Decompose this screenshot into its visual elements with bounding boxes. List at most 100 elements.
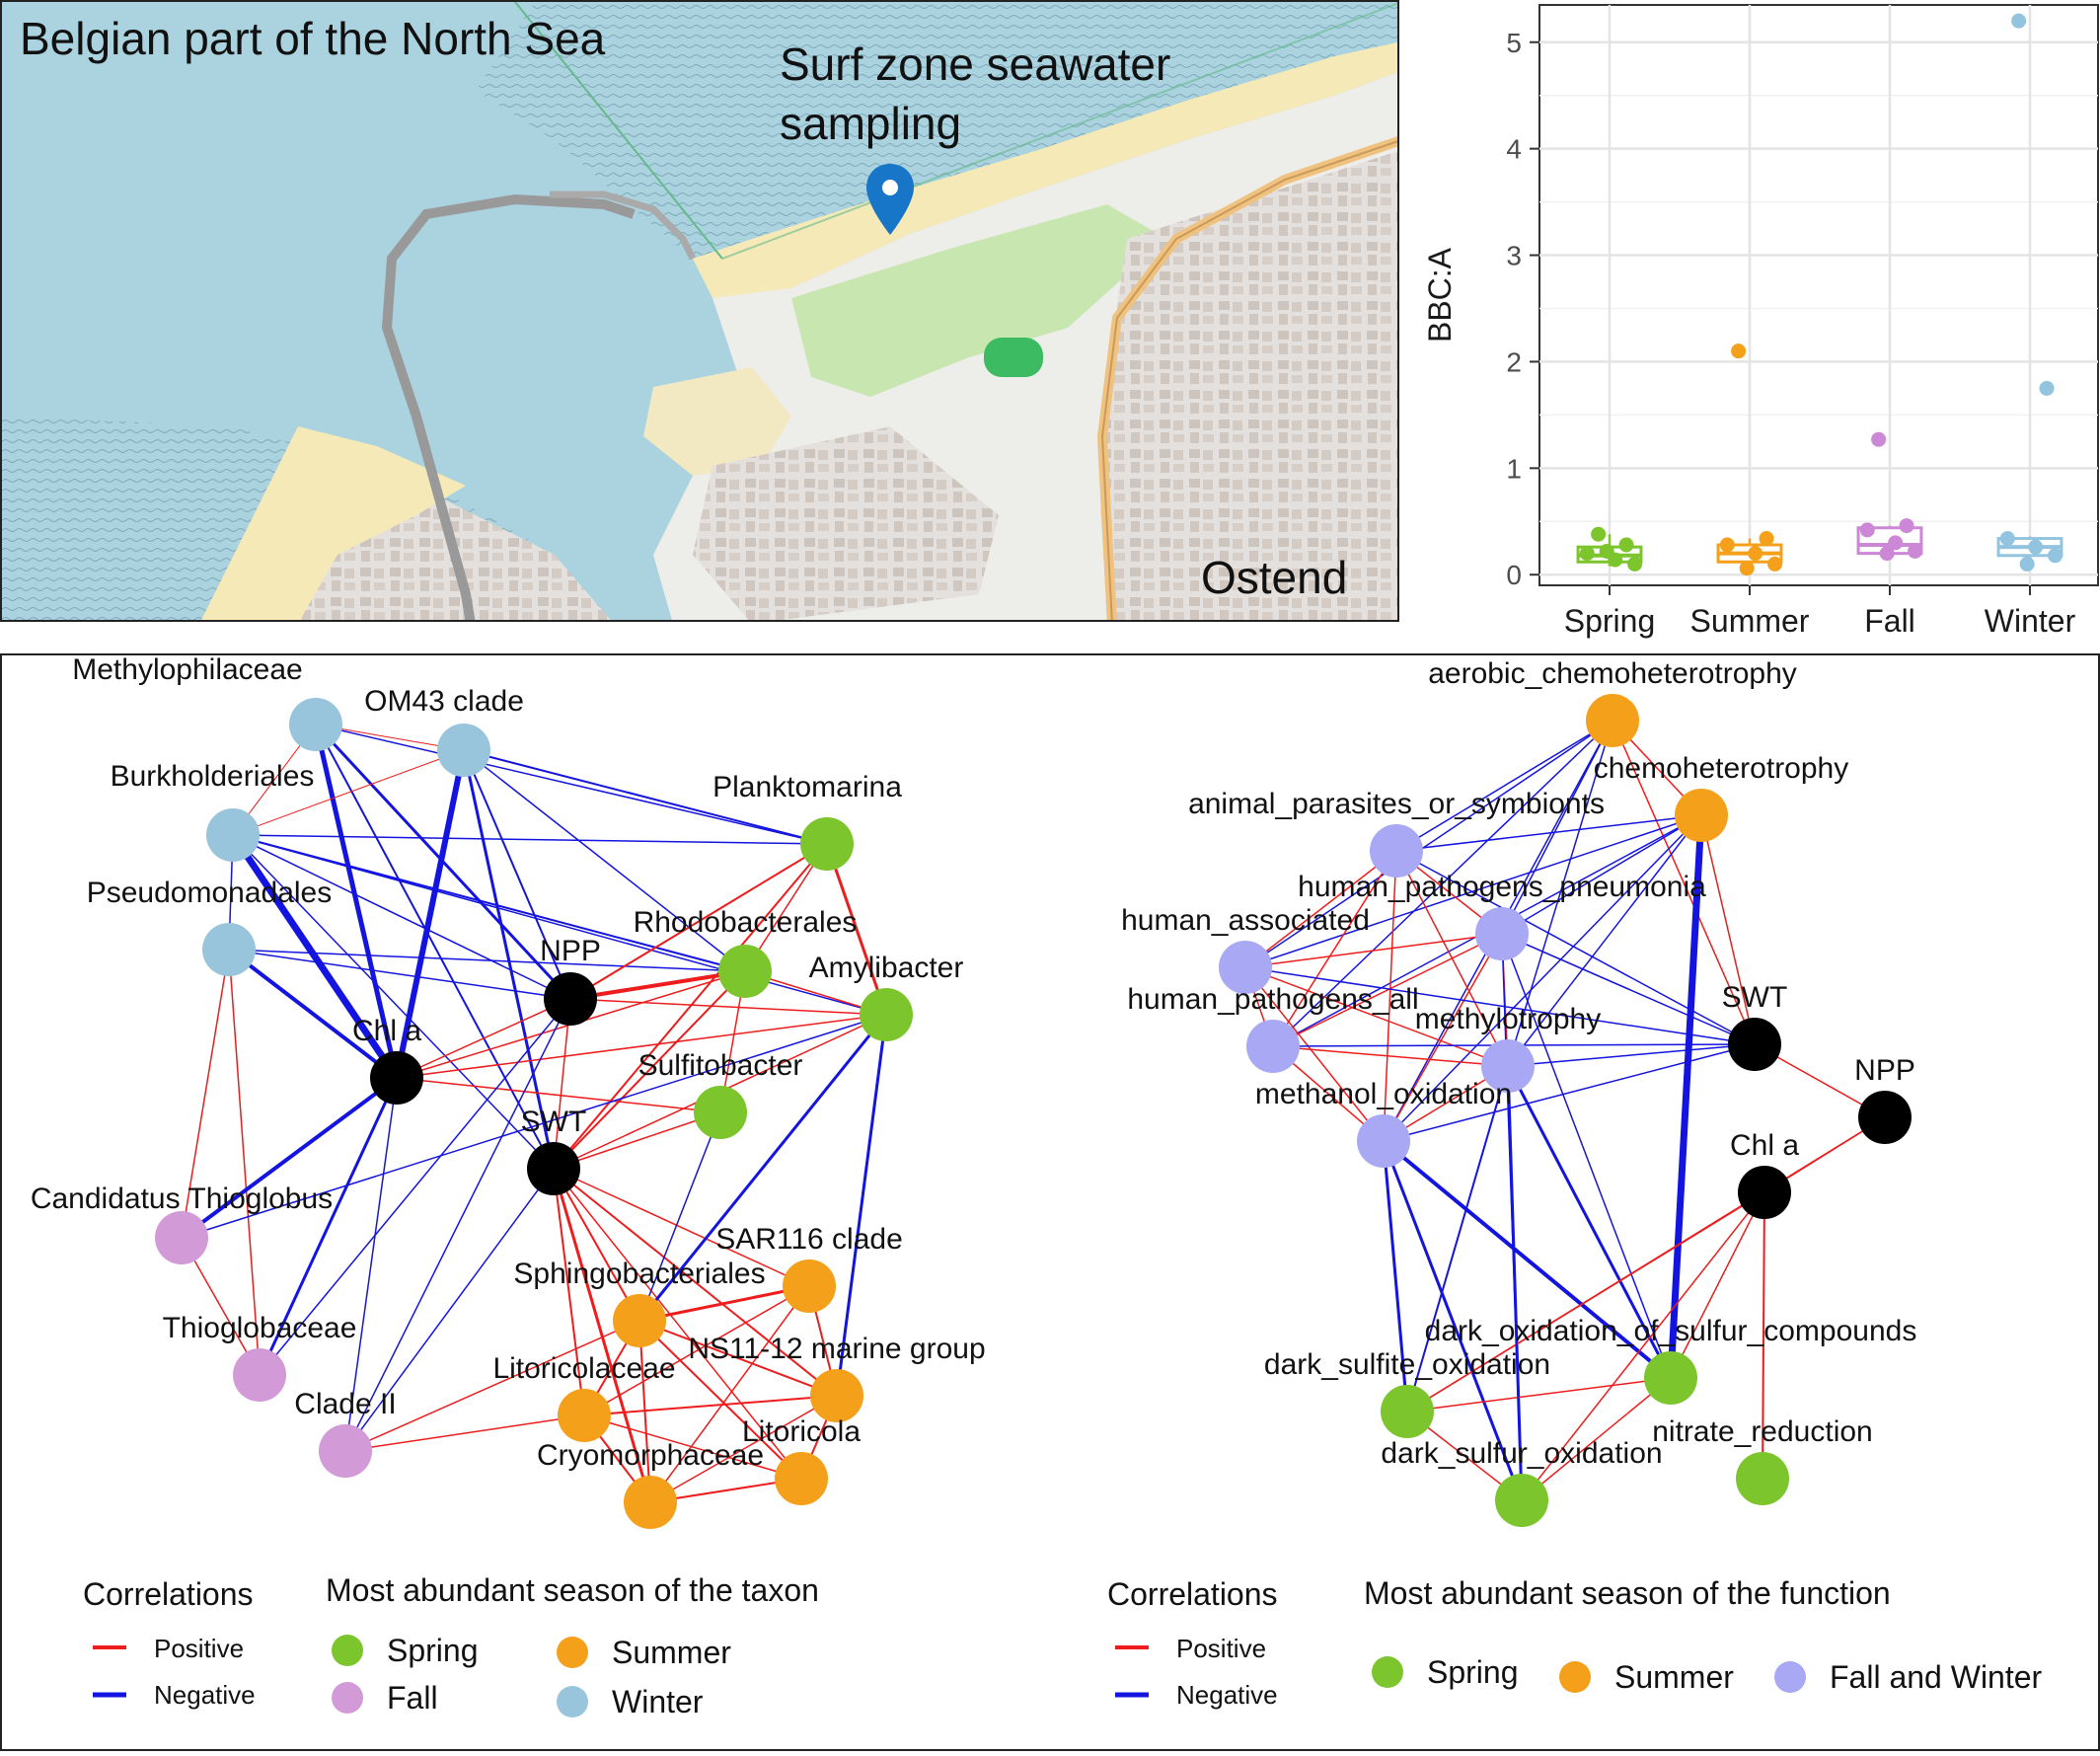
taxa-edge-chla-npp — [396, 998, 571, 1079]
taxa-label-thioglob: Thioglobaceae — [163, 1312, 357, 1344]
func-node-darkosc[interactable] — [1644, 1351, 1697, 1405]
taxa-node-swt[interactable] — [527, 1142, 580, 1195]
data-point — [1759, 531, 1774, 547]
func-edge-darkosc-darksulfur — [1521, 1377, 1672, 1501]
x-tick-label: Summer — [1690, 603, 1810, 639]
taxa-edge-om43-swt — [462, 749, 556, 1170]
taxa-node-candthio[interactable] — [155, 1211, 208, 1264]
x-tick-label: Winter — [1985, 603, 2076, 639]
taxa-edge-chla-candthio — [180, 1076, 399, 1240]
func-edge-methox-darksulfite — [1382, 1140, 1409, 1412]
func-label-methox: methanol_oxidation — [1255, 1078, 1512, 1110]
func-node-nitrate[interactable] — [1736, 1452, 1789, 1505]
legend-winter-label: Winter — [612, 1684, 704, 1719]
boxplot-chart: 0 1 2 3 4 5 Spring Summer Fall Winter BBC:A — [1422, 4, 2099, 639]
legend-winter-dot — [557, 1686, 588, 1718]
func-node-fswt[interactable] — [1728, 1018, 1781, 1071]
taxa-node-cryo[interactable] — [624, 1476, 677, 1529]
taxa-label-clade2: Clade II — [294, 1388, 396, 1420]
pier-west — [381, 193, 636, 620]
data-point — [1599, 543, 1614, 559]
taxa-edge-sphingo-clade2 — [344, 1320, 640, 1452]
taxa-node-amyli[interactable] — [860, 988, 913, 1041]
taxa-node-rhodo[interactable] — [718, 945, 772, 998]
taxa-edge-pseudo-npp — [228, 949, 571, 1000]
data-point — [1719, 537, 1735, 553]
taxa-node-chla[interactable] — [370, 1051, 423, 1105]
data-point — [2019, 556, 2035, 572]
func-node-hall[interactable] — [1246, 1020, 1300, 1073]
func-node-aero[interactable] — [1586, 694, 1639, 747]
taxa-node-burk[interactable] — [206, 808, 260, 862]
taxa-node-sulfito[interactable] — [694, 1086, 747, 1139]
taxa-label-swt: SWT — [521, 1106, 587, 1138]
taxa-node-plankto[interactable] — [800, 817, 854, 871]
correlation-networks: Methylophilaceae OM43 clade Burkholderiale… — [0, 653, 2100, 1751]
taxa-edge-swt-plankto — [553, 843, 828, 1170]
legend-correlations-title-right: Correlations — [1107, 1576, 1278, 1612]
taxa-node-clade2[interactable] — [319, 1424, 372, 1478]
taxa-edge-pseudo-chla — [227, 948, 399, 1080]
taxa-label-chla: Chl a — [352, 1015, 421, 1047]
data-point — [1579, 546, 1595, 562]
func-node-darksulfur[interactable] — [1495, 1474, 1548, 1527]
taxa-label-burk: Burkholderiales — [111, 760, 315, 793]
func-edge-fchla-darkosc — [1670, 1191, 1765, 1379]
taxa-node-pseudo[interactable] — [202, 923, 256, 976]
taxa-node-sphingo[interactable] — [613, 1294, 666, 1347]
taxa-edge-sphingo-ns11 — [638, 1320, 838, 1397]
legend-spring-label-right: Spring — [1427, 1654, 1519, 1690]
taxa-node-methylo[interactable] — [289, 698, 342, 751]
taxa-node-litcola[interactable] — [775, 1452, 828, 1505]
data-point — [1731, 344, 1747, 359]
data-point — [1618, 537, 1634, 553]
taxa-node-om43[interactable] — [437, 724, 490, 777]
taxa-edge-burk-npp — [232, 834, 571, 1000]
func-node-animal[interactable] — [1370, 824, 1423, 878]
func-node-darksulfite[interactable] — [1381, 1385, 1434, 1438]
y-tick-label: 4 — [1506, 134, 1522, 165]
taxa-label-plankto: Planktomarina — [712, 771, 902, 803]
taxa-node-ns11[interactable] — [810, 1369, 863, 1422]
func-node-chemo[interactable] — [1675, 789, 1728, 842]
func-edge-chemo-hpneu — [1501, 814, 1702, 935]
func-edge-animal-fswt — [1395, 850, 1756, 1045]
func-node-methylot[interactable] — [1481, 1039, 1535, 1093]
taxa-node-thioglob[interactable] — [233, 1348, 286, 1402]
func-node-fchla[interactable] — [1738, 1166, 1791, 1219]
data-point — [1859, 522, 1875, 538]
y-axis-title: BBC:A — [1422, 247, 1458, 343]
y-tick-label: 2 — [1506, 346, 1522, 377]
taxa-edge-plankto-amyli — [825, 843, 888, 1016]
legend-season-title-right: Most abundant season of the function — [1364, 1575, 1891, 1611]
taxa-node-litcol[interactable] — [558, 1389, 611, 1442]
taxa-label-litcol: Litoricolaceae — [492, 1352, 675, 1385]
map-pin-icon[interactable] — [864, 162, 916, 239]
taxa-edge-chla-sulfito — [396, 1077, 721, 1113]
taxa-edge-burk-swt — [232, 834, 555, 1170]
func-node-methox[interactable] — [1357, 1114, 1410, 1168]
legend-summer-label-right: Summer — [1614, 1659, 1734, 1695]
func-edge-hassoc-fswt — [1244, 966, 1756, 1045]
map-panel: Belgian part of the North Sea Surf zone … — [0, 0, 1399, 622]
func-node-fnpp[interactable] — [1858, 1091, 1912, 1144]
taxa-edge-sphingo-sar116 — [638, 1284, 810, 1323]
taxa-node-npp[interactable] — [544, 972, 597, 1026]
func-edge-aero-animal — [1395, 720, 1613, 852]
taxa-edge-npp-amyli — [569, 998, 887, 1016]
func-node-hpneu[interactable] — [1475, 907, 1529, 960]
legend-fall-label: Fall — [387, 1680, 438, 1716]
func-node-hassoc[interactable] — [1219, 941, 1272, 994]
legend-positive-label: Positive — [154, 1634, 244, 1663]
data-point — [1767, 556, 1783, 572]
taxa-edge-ns11-cryo — [649, 1395, 838, 1503]
legend-spring-label: Spring — [387, 1633, 479, 1668]
taxa-edge-swt-litcola — [553, 1168, 802, 1480]
taxa-edge-swt-sulfito — [553, 1111, 721, 1170]
y-tick-label: 3 — [1506, 241, 1522, 271]
func-edge-aero-hpneu — [1501, 720, 1613, 935]
taxa-node-sar116[interactable] — [783, 1260, 836, 1313]
taxa-edge-sulfito-sphingo — [638, 1111, 721, 1322]
func-edge-hpneu-darksulfur — [1501, 933, 1523, 1501]
taxa-edge-swt-ns11 — [553, 1168, 838, 1397]
